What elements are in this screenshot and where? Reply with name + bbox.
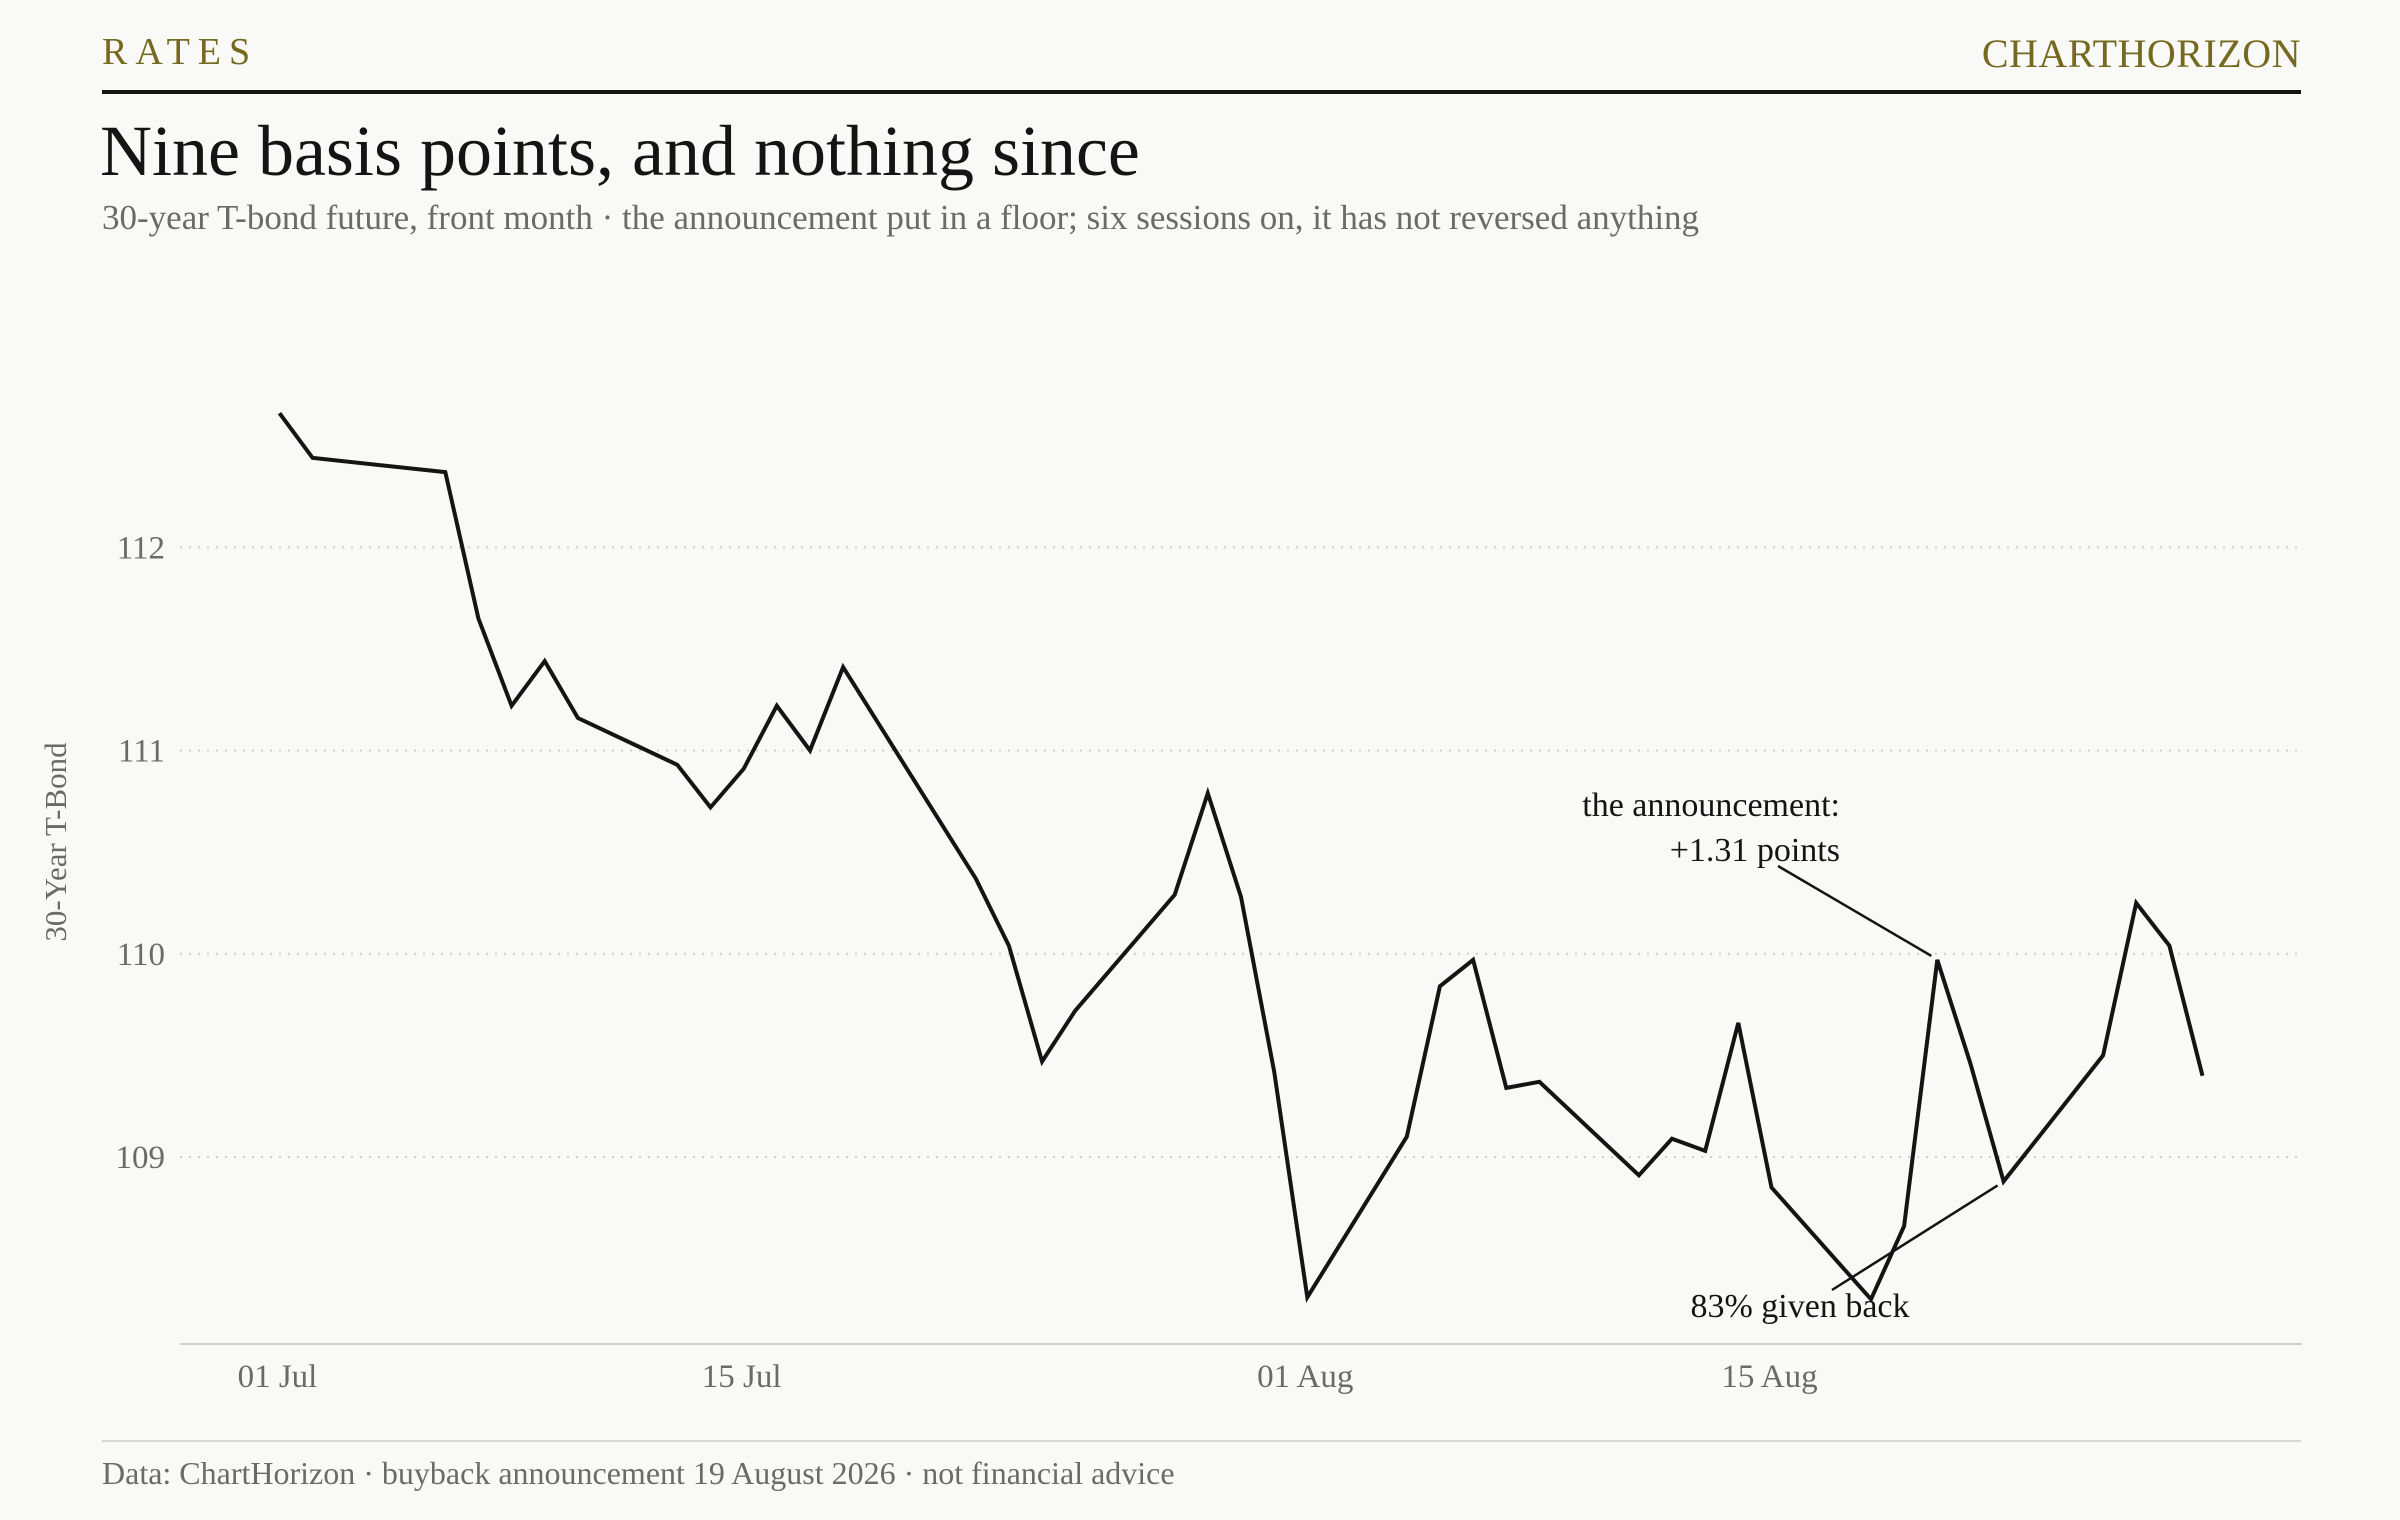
x-tick-label: 01 Aug [1257,1359,1353,1395]
chart-subtitle: 30-year T-bond future, front month · the… [102,198,1700,237]
x-tick-label: 01 Jul [238,1359,318,1395]
annotation-label: 83% given back [1690,1288,1909,1325]
annotation-leader [1831,1184,1999,1292]
source-note: Data: ChartHorizon · buyback announcemen… [102,1455,1175,1491]
chart-title: Nine basis points, and nothing since [100,111,1140,191]
y-tick-label: 109 [116,1140,166,1176]
section-kicker: RATES [102,31,259,73]
brand-logo: CHARTHORIZON [1981,31,2301,76]
y-tick-label: 110 [117,937,165,973]
series-line [277,412,2205,1304]
x-tick-label: 15 Jul [702,1359,782,1395]
header-rule [102,90,2301,94]
y-axis-title: 30-Year T-Bond [38,742,73,942]
x-tick-label: 15 Aug [1721,1359,1817,1395]
annotation-leader [1777,864,1932,957]
annotation-label: +1.31 points [1670,832,1840,869]
y-tick-label: 112 [117,530,165,566]
y-tick-label: 111 [118,734,165,770]
annotation-label: the announcement: [1582,787,1840,824]
footer-rule [102,1440,2301,1442]
